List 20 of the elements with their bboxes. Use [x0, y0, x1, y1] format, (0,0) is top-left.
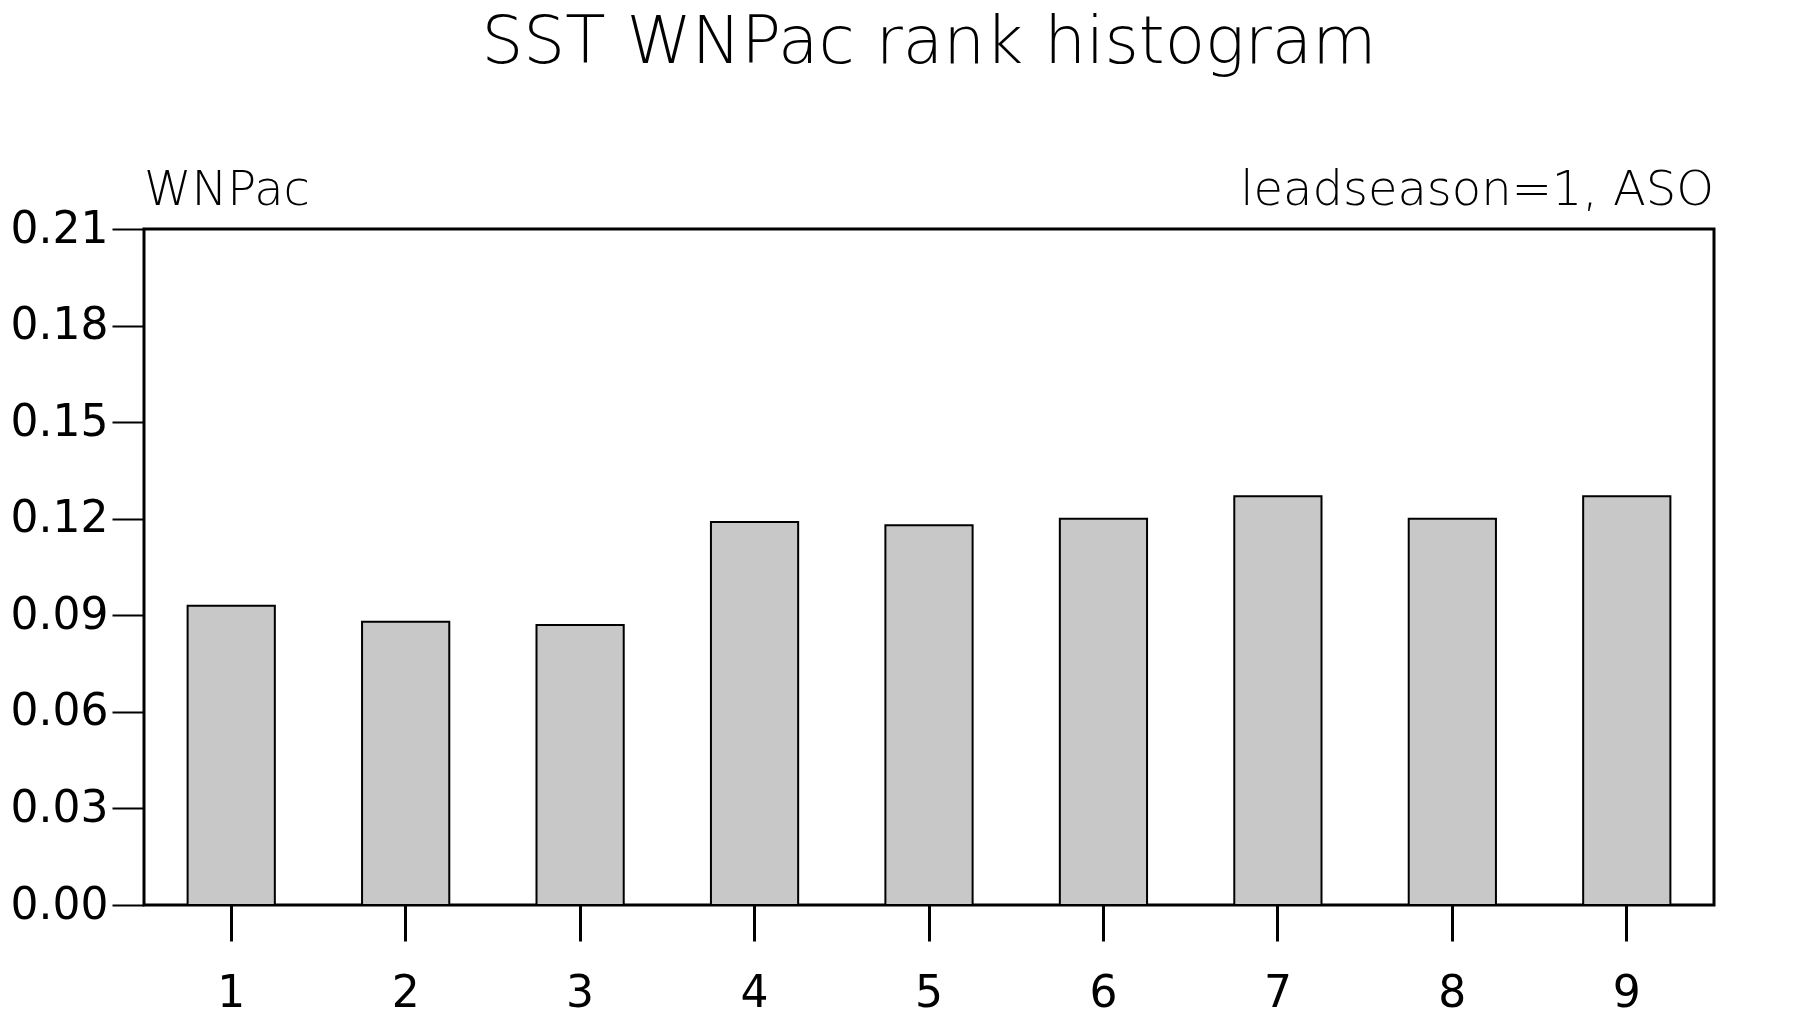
- y-tick-label: 0.18: [10, 298, 109, 350]
- x-tick-label: 3: [566, 965, 595, 1011]
- x-tick-label: 8: [1438, 965, 1467, 1011]
- x-tick-label: 6: [1089, 965, 1118, 1011]
- x-tick-label: 7: [1263, 965, 1292, 1011]
- y-tick-label: 0.00: [10, 877, 109, 929]
- text: WNPac: [144, 160, 310, 216]
- text: leadseason=1, ASO: [1240, 160, 1714, 216]
- x-tick-label: 1: [217, 965, 246, 1011]
- y-tick-label: 0.15: [10, 394, 109, 446]
- x-tick-label: 4: [740, 965, 769, 1011]
- y-tick-label: 0.09: [10, 587, 109, 639]
- x-tick-label: 9: [1612, 965, 1641, 1011]
- chart-title: SST WNPac rank histogram: [481, 2, 1377, 79]
- x-tick-label: 2: [391, 965, 420, 1011]
- x-tick-label: 5: [915, 965, 943, 1011]
- y-tick-label: 0.12: [10, 491, 109, 543]
- y-tick-label: 0.03: [10, 780, 109, 832]
- y-tick-label: 0.06: [10, 684, 109, 736]
- y-tick-label: 0.21: [10, 201, 109, 253]
